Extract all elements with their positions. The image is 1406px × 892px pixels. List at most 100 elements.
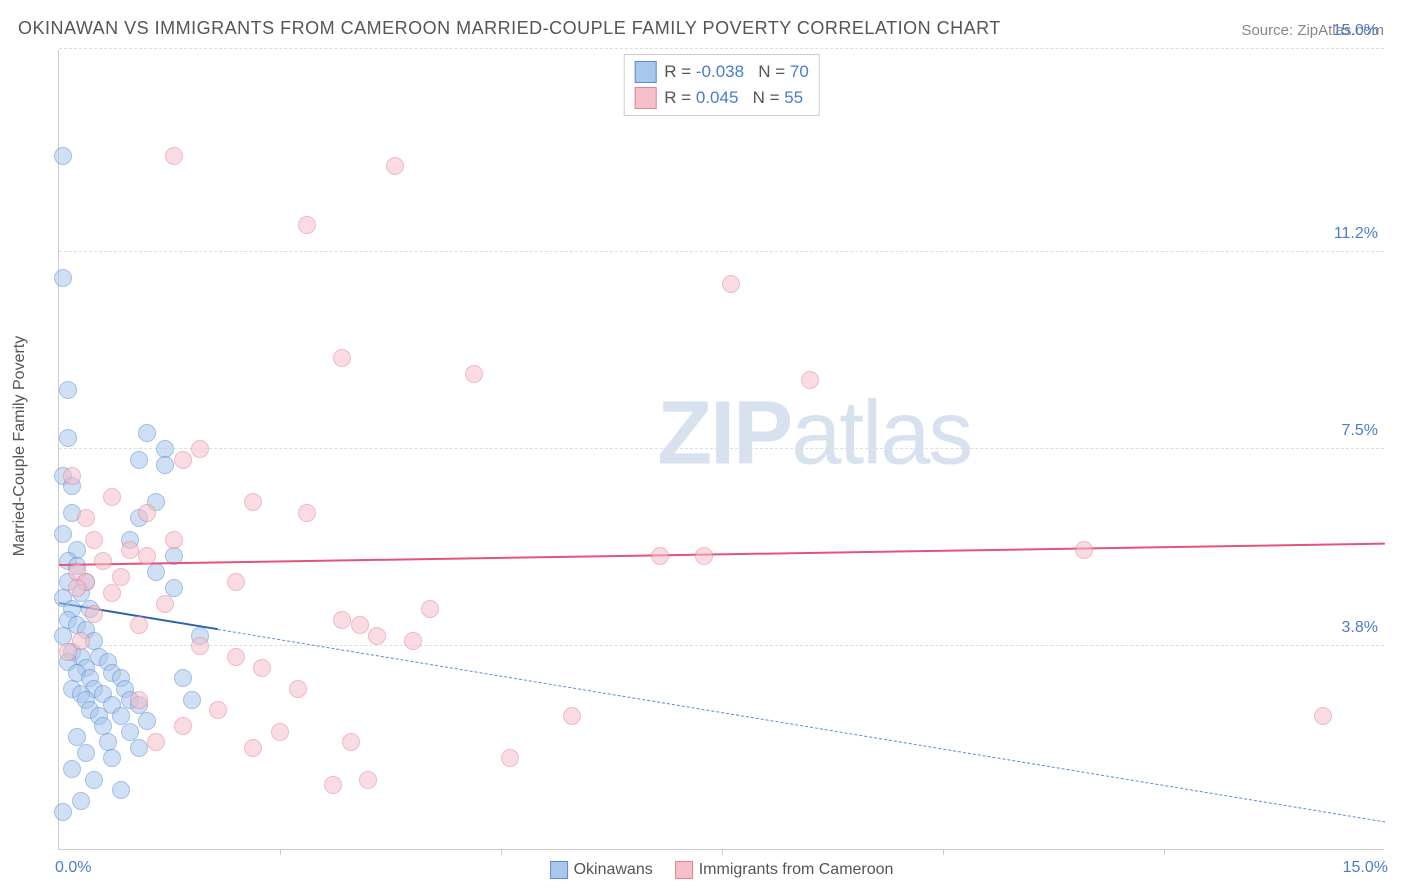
data-point (359, 771, 377, 789)
data-point (333, 349, 351, 367)
data-point (85, 771, 103, 789)
x-tick (1164, 849, 1165, 855)
data-point (209, 701, 227, 719)
data-point (386, 157, 404, 175)
data-point (138, 547, 156, 565)
data-point (289, 680, 307, 698)
gridline (59, 48, 1384, 49)
x-tick (943, 849, 944, 855)
x-tick (501, 849, 502, 855)
data-point (54, 147, 72, 165)
data-point (156, 595, 174, 613)
x-tick (280, 849, 281, 855)
legend-stat-row: R = -0.038 N = 70 (634, 59, 809, 85)
data-point (342, 733, 360, 751)
data-point (94, 552, 112, 570)
data-point (156, 456, 174, 474)
data-point (121, 541, 139, 559)
legend-series-label: Okinawans (574, 861, 653, 879)
plot-area: ZIPatlas R = -0.038 N = 70R = 0.045 N = … (58, 50, 1384, 850)
data-point (54, 269, 72, 287)
y-axis-title: Married-Couple Family Poverty (11, 336, 29, 557)
data-point (59, 381, 77, 399)
chart-title: OKINAWAN VS IMMIGRANTS FROM CAMEROON MAR… (18, 18, 1001, 39)
data-point (147, 733, 165, 751)
data-point (130, 739, 148, 757)
correlation-chart: OKINAWAN VS IMMIGRANTS FROM CAMEROON MAR… (0, 0, 1406, 892)
data-point (722, 275, 740, 293)
data-point (501, 749, 519, 767)
data-point (244, 493, 262, 511)
x-tick (722, 849, 723, 855)
watermark: ZIPatlas (657, 382, 971, 485)
legend-swatch (550, 861, 568, 879)
data-point (130, 616, 148, 634)
y-tick-label: 3.8% (1342, 619, 1386, 637)
legend-stat-row: R = 0.045 N = 55 (634, 85, 809, 111)
legend-swatch (634, 87, 656, 109)
data-point (138, 504, 156, 522)
data-point (191, 440, 209, 458)
data-point (253, 659, 271, 677)
data-point (421, 600, 439, 618)
legend-series-item: Immigrants from Cameroon (675, 861, 894, 879)
data-point (227, 648, 245, 666)
data-point (165, 147, 183, 165)
data-point (1314, 707, 1332, 725)
data-point (68, 579, 86, 597)
trend-line (59, 543, 1385, 566)
gridline (59, 448, 1384, 449)
data-point (298, 504, 316, 522)
data-point (130, 691, 148, 709)
data-point (244, 739, 262, 757)
legend-series-label: Immigrants from Cameroon (699, 861, 894, 879)
data-point (63, 467, 81, 485)
x-max-label: 15.0% (1343, 859, 1388, 877)
data-point (165, 531, 183, 549)
legend-swatch (634, 61, 656, 83)
data-point (191, 637, 209, 655)
data-point (368, 627, 386, 645)
data-point (77, 744, 95, 762)
data-point (103, 488, 121, 506)
data-point (404, 632, 422, 650)
data-point (563, 707, 581, 725)
data-point (147, 563, 165, 581)
data-point (85, 605, 103, 623)
y-tick-label: 11.2% (1334, 225, 1386, 243)
data-point (85, 531, 103, 549)
data-point (1075, 541, 1093, 559)
data-point (351, 616, 369, 634)
data-point (103, 584, 121, 602)
data-point (271, 723, 289, 741)
gridline (59, 251, 1384, 252)
y-tick-label: 7.5% (1342, 422, 1386, 440)
data-point (801, 371, 819, 389)
trend-line (218, 629, 1385, 822)
legend-series-item: Okinawans (550, 861, 653, 879)
y-tick-label: 15.0% (1333, 22, 1386, 40)
data-point (103, 749, 121, 767)
x-origin-label: 0.0% (55, 859, 91, 877)
data-point (333, 611, 351, 629)
data-point (54, 525, 72, 543)
data-point (138, 712, 156, 730)
data-point (298, 216, 316, 234)
legend-stats: R = -0.038 N = 70R = 0.045 N = 55 (623, 54, 820, 116)
data-point (72, 792, 90, 810)
legend-series: Okinawans Immigrants from Cameroon (550, 861, 894, 879)
data-point (165, 579, 183, 597)
data-point (324, 776, 342, 794)
data-point (183, 691, 201, 709)
data-point (465, 365, 483, 383)
data-point (72, 632, 90, 650)
data-point (112, 781, 130, 799)
data-point (174, 451, 192, 469)
data-point (59, 429, 77, 447)
legend-swatch (675, 861, 693, 879)
data-point (651, 547, 669, 565)
data-point (174, 669, 192, 687)
data-point (63, 760, 81, 778)
data-point (138, 424, 156, 442)
data-point (77, 509, 95, 527)
